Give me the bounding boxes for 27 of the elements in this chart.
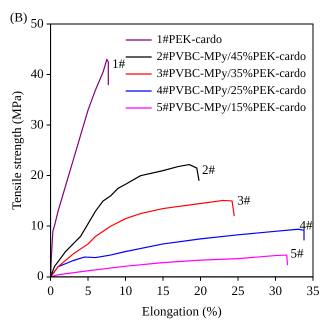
annotation: 2# [202,162,216,178]
legend-label: 4#PVBC-MPy/25%PEK-cardo [156,83,306,98]
annotation: 4# [300,218,314,233]
y-tick-label: 30 [30,116,44,132]
x-tick-label: 20 [194,283,208,298]
x-tick-label: 15 [156,283,170,298]
y-tick-label: 0 [37,268,44,284]
legend-label: 5#PVBC-MPy/15%PEK-cardo [156,100,306,114]
y-tick-label: 10 [30,218,44,233]
y-axis-title: Tensile strength (MPa) [9,90,24,210]
legend-label: 2#PVBC-MPy/45%PEK-cardo [156,49,306,64]
annotation: 5# [290,245,304,260]
y-tick-label: 40 [30,66,44,81]
legend-label: 1#PEK-cardo [156,32,222,46]
legend-label: 3#PVBC-MPy/35%PEK-cardo [156,66,306,80]
x-tick-label: 35 [306,283,320,298]
y-tick-label: 20 [30,167,44,182]
x-tick-label: 25 [232,283,245,298]
x-axis-title: Elongation (%) [142,304,222,319]
annotation: 1# [112,56,126,71]
x-tick-label: 30 [269,283,282,298]
text: (B) [10,9,28,24]
x-tick-label: 0 [47,283,54,298]
x-tick-label: 5 [84,283,92,298]
x-tick-label: 10 [119,283,132,298]
annotation: 3# [237,192,251,208]
y-tick-label: 50 [30,15,44,30]
